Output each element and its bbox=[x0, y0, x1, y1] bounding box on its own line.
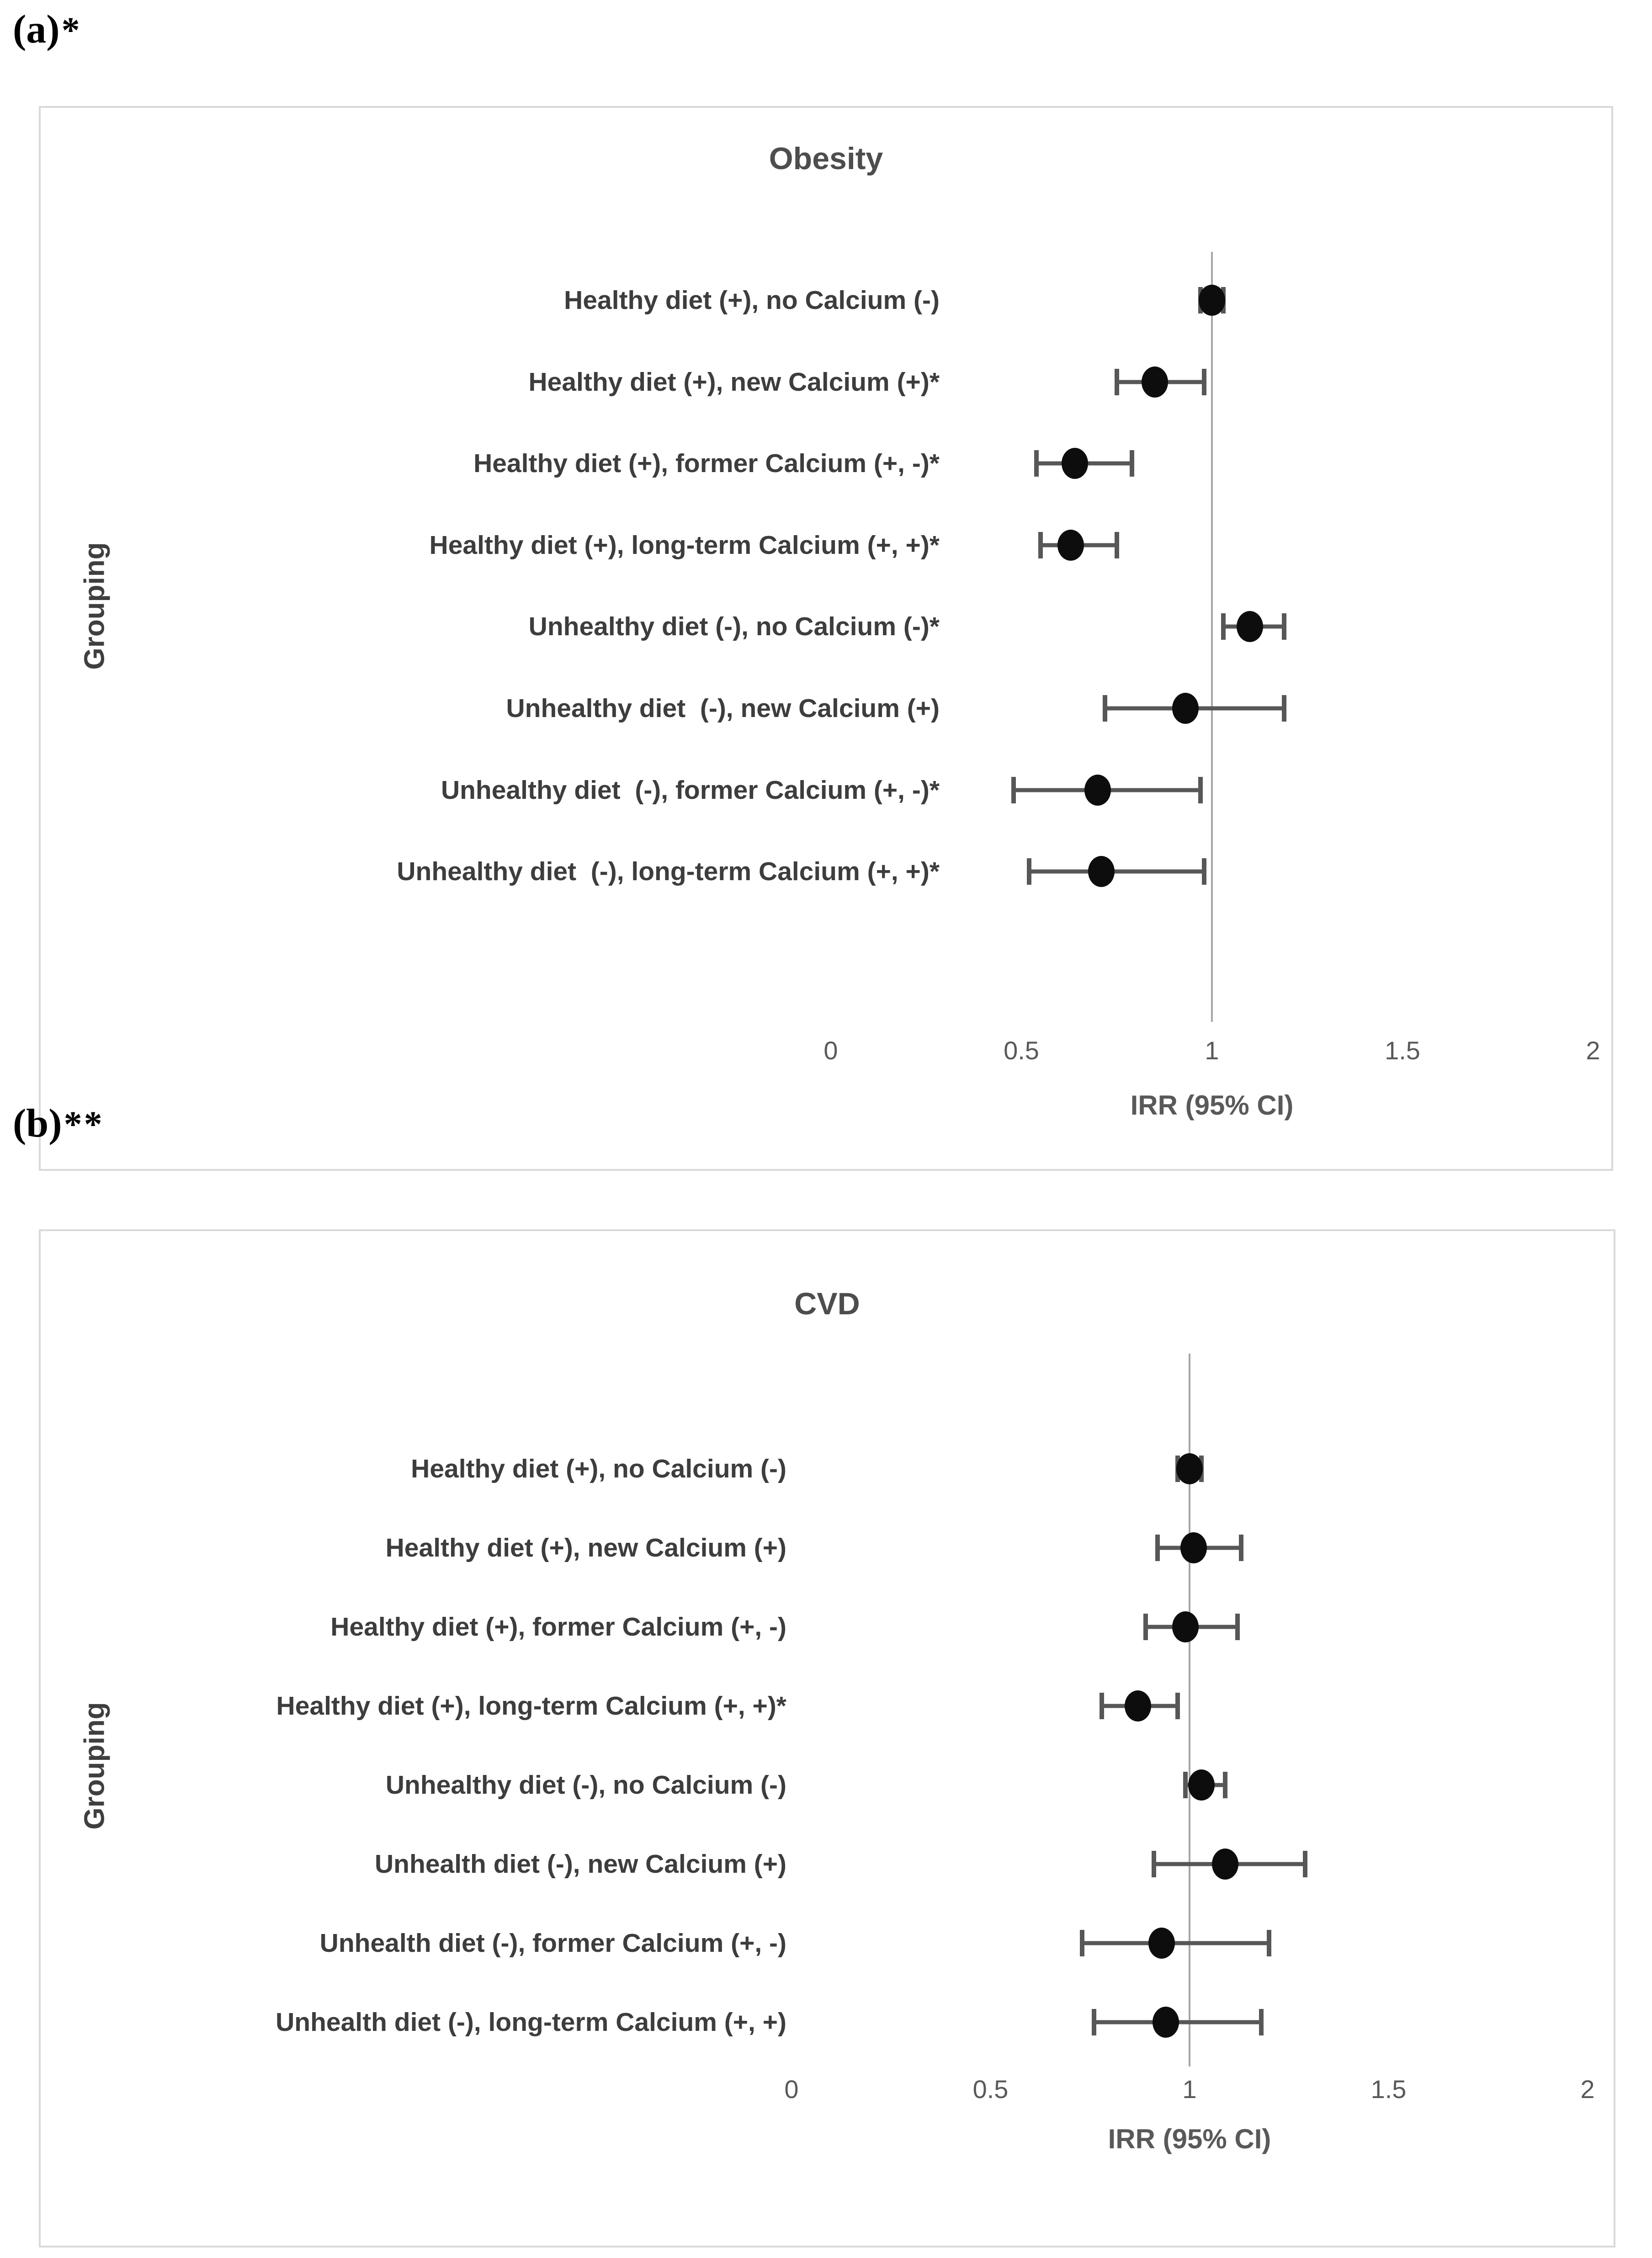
ci-whisker-cap bbox=[1114, 368, 1119, 395]
ci-whisker-cap bbox=[1183, 1772, 1188, 1798]
ci-whisker-cap bbox=[1114, 531, 1119, 558]
x-axis-title: IRR (95% CI) bbox=[1108, 2124, 1271, 2154]
x-axis-title: IRR (95% CI) bbox=[1130, 1090, 1294, 1121]
ci-whisker-cap bbox=[1026, 858, 1031, 885]
ci-whisker-cap bbox=[1202, 368, 1207, 395]
category-label: Healthy diet (+), former Calcium (+, -)* bbox=[473, 449, 940, 478]
x-axis-tick-label: 0 bbox=[823, 1036, 838, 1065]
x-axis-tick-label: 0.5 bbox=[972, 2075, 1009, 2104]
y-axis-title: Grouping bbox=[79, 542, 111, 670]
category-label: Healthy diet (+), no Calcium (-) bbox=[564, 286, 940, 315]
category-label: Healthy diet (+), new Calcium (+)* bbox=[528, 367, 940, 397]
ci-whisker-cap bbox=[1223, 1772, 1228, 1798]
ci-whisker-cap bbox=[1151, 1851, 1156, 1877]
ci-whisker-cap bbox=[1282, 613, 1287, 640]
chart-panel-cvd: CVD Grouping IRR (95% CI) Healthy diet (… bbox=[39, 1229, 1615, 2247]
category-label: Unhealthy diet (-), former Calcium (+, -… bbox=[441, 775, 940, 805]
ci-whisker-cap bbox=[1091, 2009, 1096, 2035]
reference-line bbox=[1211, 252, 1213, 1022]
ci-whisker-cap bbox=[1198, 776, 1203, 803]
x-axis-tick-label: 1.5 bbox=[1370, 2075, 1407, 2104]
x-axis-tick-label: 1 bbox=[1182, 2075, 1197, 2104]
category-label: Healthy diet (+), new Calcium (+) bbox=[385, 1533, 786, 1562]
irr-point-marker bbox=[1237, 611, 1264, 643]
ci-whisker-cap bbox=[1079, 1930, 1084, 1956]
x-axis-tick-label: 1.5 bbox=[1385, 1036, 1420, 1065]
x-axis-tick-label: 0.5 bbox=[1004, 1036, 1039, 1065]
ci-whisker-cap bbox=[1103, 695, 1108, 722]
panel-b-label: (b) ** bbox=[13, 1100, 104, 1147]
irr-point-marker bbox=[1176, 1453, 1203, 1484]
ci-whisker-cap bbox=[1202, 858, 1207, 885]
category-label: Unhealthy diet (-), long-term Calcium (+… bbox=[397, 857, 940, 887]
reference-line bbox=[1189, 1354, 1190, 2067]
irr-point-marker bbox=[1141, 366, 1168, 398]
x-axis-tick-label: 2 bbox=[1586, 1036, 1600, 1065]
x-axis-tick-label: 0 bbox=[784, 2075, 799, 2104]
panel-b-letter: (b) bbox=[13, 1101, 62, 1146]
panel-a-label: (a) * bbox=[13, 6, 82, 53]
x-axis-tick-label: 2 bbox=[1580, 2075, 1595, 2104]
ci-whisker-cap bbox=[1267, 1930, 1272, 1956]
irr-point-marker bbox=[1061, 448, 1088, 479]
irr-point-marker bbox=[1172, 1611, 1199, 1642]
ci-whisker-cap bbox=[1239, 1535, 1244, 1561]
irr-point-marker bbox=[1212, 1849, 1239, 1880]
chart-title: Obesity bbox=[769, 141, 883, 176]
category-label: Healthy diet (+), no Calcium (-) bbox=[411, 1454, 786, 1483]
category-label: Unhealthy diet (-), new Calcium (+) bbox=[506, 694, 940, 723]
ci-whisker-cap bbox=[1282, 695, 1287, 722]
category-label: Unhealth diet (-), former Calcium (+, -) bbox=[319, 1929, 786, 1958]
irr-point-marker bbox=[1084, 774, 1111, 806]
category-label: Unhealth diet (-), long-term Calcium (+,… bbox=[276, 2008, 786, 2037]
y-axis-title: Grouping bbox=[79, 1702, 111, 1830]
category-label: Healthy diet (+), long-term Calcium (+, … bbox=[429, 530, 940, 560]
irr-point-marker bbox=[1188, 1769, 1215, 1801]
x-axis-tick-label: 1 bbox=[1205, 1036, 1219, 1065]
ci-whisker-cap bbox=[1100, 1693, 1105, 1719]
panel-a-stars: * bbox=[61, 11, 82, 51]
ci-whisker-cap bbox=[1235, 1614, 1240, 1640]
category-label: Unhealth diet (-), new Calcium (+) bbox=[375, 1849, 786, 1879]
irr-point-marker bbox=[1172, 693, 1199, 724]
ci-whisker-cap bbox=[1302, 1851, 1307, 1877]
ci-whisker-cap bbox=[1038, 531, 1043, 558]
irr-point-marker bbox=[1180, 1532, 1207, 1563]
irr-point-marker bbox=[1057, 529, 1084, 561]
chart-panel-obesity: Obesity Grouping IRR (95% CI) Healthy di… bbox=[39, 106, 1613, 1171]
irr-point-marker bbox=[1152, 2007, 1179, 2038]
irr-point-marker bbox=[1088, 856, 1115, 887]
ci-whisker-cap bbox=[1259, 2009, 1264, 2035]
confidence-interval-bar bbox=[1082, 1941, 1270, 1945]
chart-title: CVD bbox=[794, 1286, 860, 1321]
panel-b-stars: ** bbox=[64, 1105, 104, 1145]
ci-whisker-cap bbox=[1011, 776, 1016, 803]
ci-whisker-cap bbox=[1221, 613, 1226, 640]
confidence-interval-bar bbox=[1029, 869, 1205, 874]
irr-point-marker bbox=[1124, 1690, 1151, 1721]
category-label: Unhealthy diet (-), no Calcium (-)* bbox=[528, 612, 940, 642]
ci-whisker-cap bbox=[1155, 1535, 1160, 1561]
irr-point-marker bbox=[1199, 285, 1225, 316]
irr-point-marker bbox=[1148, 1928, 1175, 1959]
ci-whisker-cap bbox=[1129, 450, 1134, 477]
category-label: Healthy diet (+), former Calcium (+, -) bbox=[330, 1612, 786, 1642]
ci-whisker-cap bbox=[1034, 450, 1039, 477]
ci-whisker-cap bbox=[1143, 1614, 1148, 1640]
panel-a-letter: (a) bbox=[13, 7, 60, 52]
ci-whisker-cap bbox=[1175, 1693, 1180, 1719]
category-label: Healthy diet (+), long-term Calcium (+, … bbox=[276, 1691, 786, 1721]
category-label: Unhealthy diet (-), no Calcium (-) bbox=[385, 1770, 786, 1800]
